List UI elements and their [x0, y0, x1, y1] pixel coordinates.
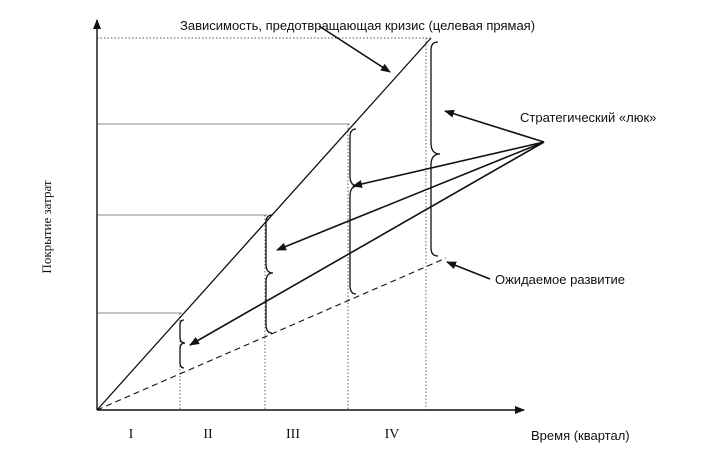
- quarter-label-2: II: [203, 427, 213, 442]
- vertical-quarter-lines: [179, 38, 427, 410]
- x-axis-label: Время (квартал): [531, 428, 630, 443]
- trend-lines: [96, 37, 447, 411]
- title-pointer-arrow: [318, 25, 391, 73]
- gap-brace-quarter-1: [179, 319, 186, 369]
- axes: [93, 19, 525, 414]
- y-axis-label: Покрытие затрат: [39, 180, 54, 273]
- expected-development-label: Ожидаемое развитие: [495, 272, 625, 287]
- target-line: [96, 37, 432, 411]
- expected-pointer-arrow: [446, 261, 491, 280]
- gap-brace-quarter-4: [430, 41, 441, 257]
- gap-arrow-to-quarter-1: [189, 141, 545, 346]
- expected-development-line: [96, 257, 447, 411]
- quarter-label-3: III: [286, 427, 300, 442]
- labels: Зависимость, предотвращающая кризис (цел…: [39, 18, 656, 443]
- horizontal-guide-lines: [97, 37, 430, 314]
- diagram-title: Зависимость, предотвращающая кризис (цел…: [180, 18, 535, 33]
- quarter-label-1: I: [129, 427, 134, 442]
- gap-arrow-to-quarter-3: [352, 141, 545, 188]
- strategic-gap-label: Стратегический «люк»: [520, 110, 656, 125]
- gap-arrow-to-quarter-4: [444, 109, 545, 143]
- gap-braces: [179, 41, 441, 369]
- quarter-label-4: IV: [385, 427, 400, 442]
- annotation-arrows: [189, 25, 545, 346]
- gap-brace-quarter-3: [349, 128, 359, 295]
- gap-brace-quarter-2: [265, 214, 274, 334]
- gap-arrow-to-quarter-2: [276, 141, 545, 251]
